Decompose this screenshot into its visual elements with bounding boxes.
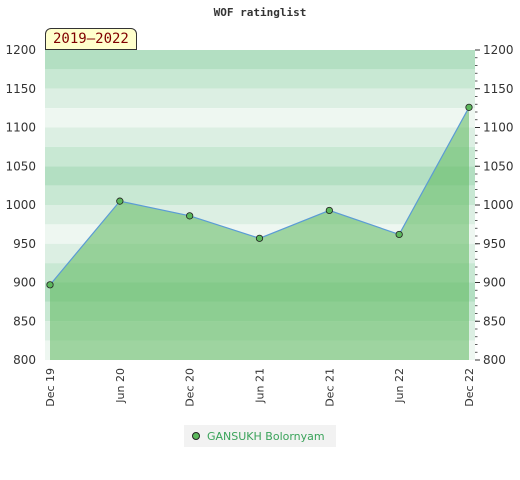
y-tick-label-left: 1200	[5, 43, 36, 57]
legend[interactable]: GANSUKH Bolornyam	[184, 425, 336, 447]
x-tick-label: Dec 21	[323, 368, 336, 407]
x-tick-label: Jun 22	[393, 368, 406, 404]
data-point	[186, 212, 194, 220]
background-band	[45, 146, 475, 167]
background-band	[45, 127, 475, 147]
chart-title: WOF ratinglist	[213, 6, 307, 19]
y-tick-label-right: 1050	[483, 159, 514, 173]
y-tick-label-left: 800	[13, 353, 36, 367]
background-band	[45, 69, 475, 89]
x-tick-label: Dec 20	[184, 368, 197, 407]
y-tick-label-left: 1100	[5, 121, 36, 135]
y-tick-label-right: 800	[483, 353, 506, 367]
data-point	[46, 281, 54, 289]
background-band	[45, 185, 475, 205]
y-tick-label-right: 950	[483, 237, 506, 251]
background-band	[45, 166, 475, 186]
data-point	[255, 234, 264, 242]
y-tick-label-left: 1150	[5, 82, 36, 96]
y-tick-label-left: 1050	[5, 159, 36, 173]
y-axis-left: 800 850 900 950 1000 1050 1100 1150 1200	[5, 43, 36, 367]
y-tick-label-right: 1100	[483, 121, 514, 135]
legend-marker-icon	[192, 432, 200, 440]
y-tick-label-left: 900	[13, 276, 36, 290]
y-tick-label-left: 950	[13, 237, 36, 251]
x-tick-label: Dec 22	[463, 368, 476, 407]
data-point	[465, 103, 473, 111]
data-point	[325, 206, 333, 215]
y-tick-label-right: 1150	[483, 82, 514, 96]
x-axis: Dec 19 Jun 20 Dec 20 Jun 21 Dec 21 Jun 22 Dec …	[44, 368, 476, 407]
background-band	[45, 108, 475, 128]
y-tick-label-right: 1200	[483, 43, 514, 57]
x-tick-label: Dec 19	[44, 368, 57, 407]
y-tick-label-right: 900	[483, 276, 506, 290]
y-tick-label-left: 1000	[5, 198, 36, 212]
area-layer	[50, 107, 469, 360]
legend-label: GANSUKH Bolornyam	[207, 429, 325, 443]
y-tick-label-right: 1000	[483, 198, 514, 212]
x-tick-label: Jun 20	[114, 368, 127, 404]
x-tick-label: Jun 21	[254, 368, 267, 404]
y-tick-label-right: 850	[483, 314, 506, 328]
period-badge: 2019–2022	[45, 28, 137, 50]
data-point	[116, 197, 124, 205]
series-area	[50, 107, 469, 360]
background-band	[45, 88, 475, 109]
background-band	[45, 50, 475, 70]
y-tick-label-left: 850	[13, 314, 36, 328]
y-axis-right: 800 850 900 950 1000 1050 1100 1150 1200	[475, 43, 514, 367]
data-point	[395, 230, 403, 239]
points-layer	[46, 103, 473, 289]
